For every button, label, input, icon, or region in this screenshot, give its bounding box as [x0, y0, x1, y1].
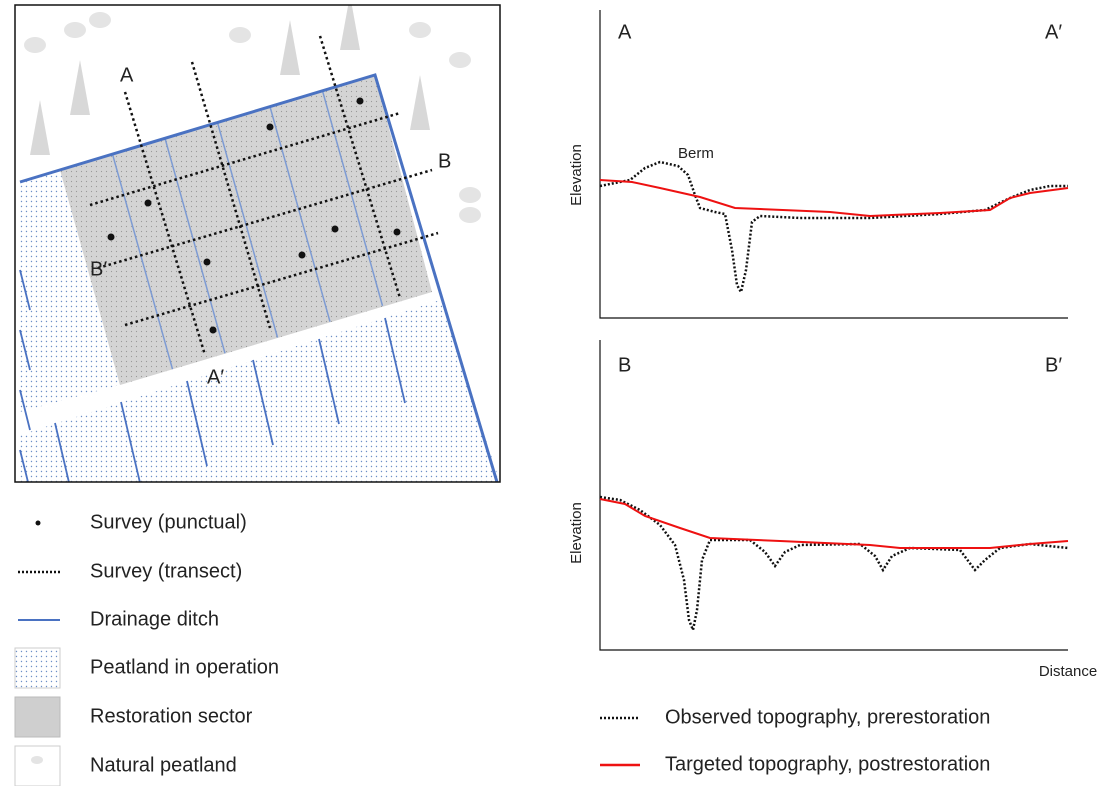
legend-label: Survey (transect): [90, 560, 242, 582]
legend-label: Drainage ditch: [90, 608, 219, 630]
drainage-ditch: [321, 90, 384, 307]
profile-axes: [599, 10, 1068, 319]
drainage-ditch: [186, 380, 208, 467]
observed-profile: [599, 160, 1068, 296]
drainage-ditch: [0, 444, 9, 529]
legend-label: Peatland in operation: [90, 656, 279, 678]
shrub-icon: [459, 187, 481, 203]
shrub-icon: [229, 27, 251, 43]
tree-icon: [30, 100, 50, 155]
transect: [89, 111, 401, 207]
transect: [124, 231, 439, 327]
drainage-ditch: [54, 422, 70, 482]
shrub-icon: [89, 12, 111, 28]
legend-operation: [14, 647, 61, 689]
drainage-ditch: [19, 329, 31, 371]
tree-icon: [280, 20, 300, 75]
profile-end: A′: [1045, 21, 1062, 43]
targeted-profile: [599, 498, 1069, 549]
y-axis-label: Elevation: [568, 502, 585, 564]
tree-icon: [340, 5, 360, 50]
drainage-ditch: [19, 389, 31, 431]
drainage-ditch: [120, 401, 141, 482]
map-frame: [14, 4, 501, 483]
profile-start: B: [618, 354, 631, 376]
label-a: A: [120, 64, 134, 86]
shrub-icon: [459, 207, 481, 223]
shrub-icon: [64, 22, 86, 38]
transect: [318, 35, 402, 299]
survey-points: [107, 97, 401, 334]
drainage-ditch: [384, 317, 406, 404]
legend-label: Observed topography, prerestoration: [665, 706, 990, 728]
transect: [123, 91, 207, 356]
profile-end: B′: [1045, 354, 1062, 376]
drainage-ditch: [19, 269, 31, 311]
legend-restoration: [14, 696, 61, 738]
shrub-icon: [409, 22, 431, 38]
transects: [89, 35, 439, 356]
drainage-ditch: [19, 449, 29, 482]
legend-label: Targeted topography, postrestoration: [665, 753, 990, 775]
legend-label: Natural peatland: [90, 754, 237, 776]
tree-icon: [70, 60, 90, 115]
targeted-profile: [599, 179, 1069, 218]
y-axis-label: Elevation: [568, 144, 585, 206]
legend-point: [35, 520, 41, 526]
shrub-icon: [24, 37, 46, 53]
drainage-ditch: [164, 138, 226, 354]
label-b-prime: B′: [90, 258, 107, 280]
shrub-icon: [449, 52, 471, 68]
legend-label: Restoration sector: [90, 705, 253, 727]
drainage-ditches: [0, 90, 406, 529]
tree-icon: [410, 75, 430, 130]
legend-natural: [14, 745, 61, 786]
legend-label: Survey (punctual): [90, 511, 247, 533]
profile-start: A: [618, 21, 632, 43]
observed-profile: [599, 495, 1069, 635]
annotation: Berm: [678, 145, 714, 162]
profile-axes: [599, 340, 1068, 651]
drainage-ditch: [318, 338, 340, 425]
drainage-ditch: [216, 122, 279, 338]
label-b: B: [438, 150, 451, 172]
drainage-ditch: [252, 359, 274, 446]
peatland-in-operation: [20, 170, 120, 412]
drainage-ditch: [269, 106, 331, 322]
x-axis-label: Distance: [1039, 663, 1097, 680]
drainage-ditch: [111, 153, 174, 370]
sector-edge: [19, 73, 499, 482]
transect: [190, 61, 272, 329]
map: [0, 5, 500, 529]
natural-peatland-icons: [24, 5, 481, 223]
label-a-prime: A′: [207, 366, 224, 388]
